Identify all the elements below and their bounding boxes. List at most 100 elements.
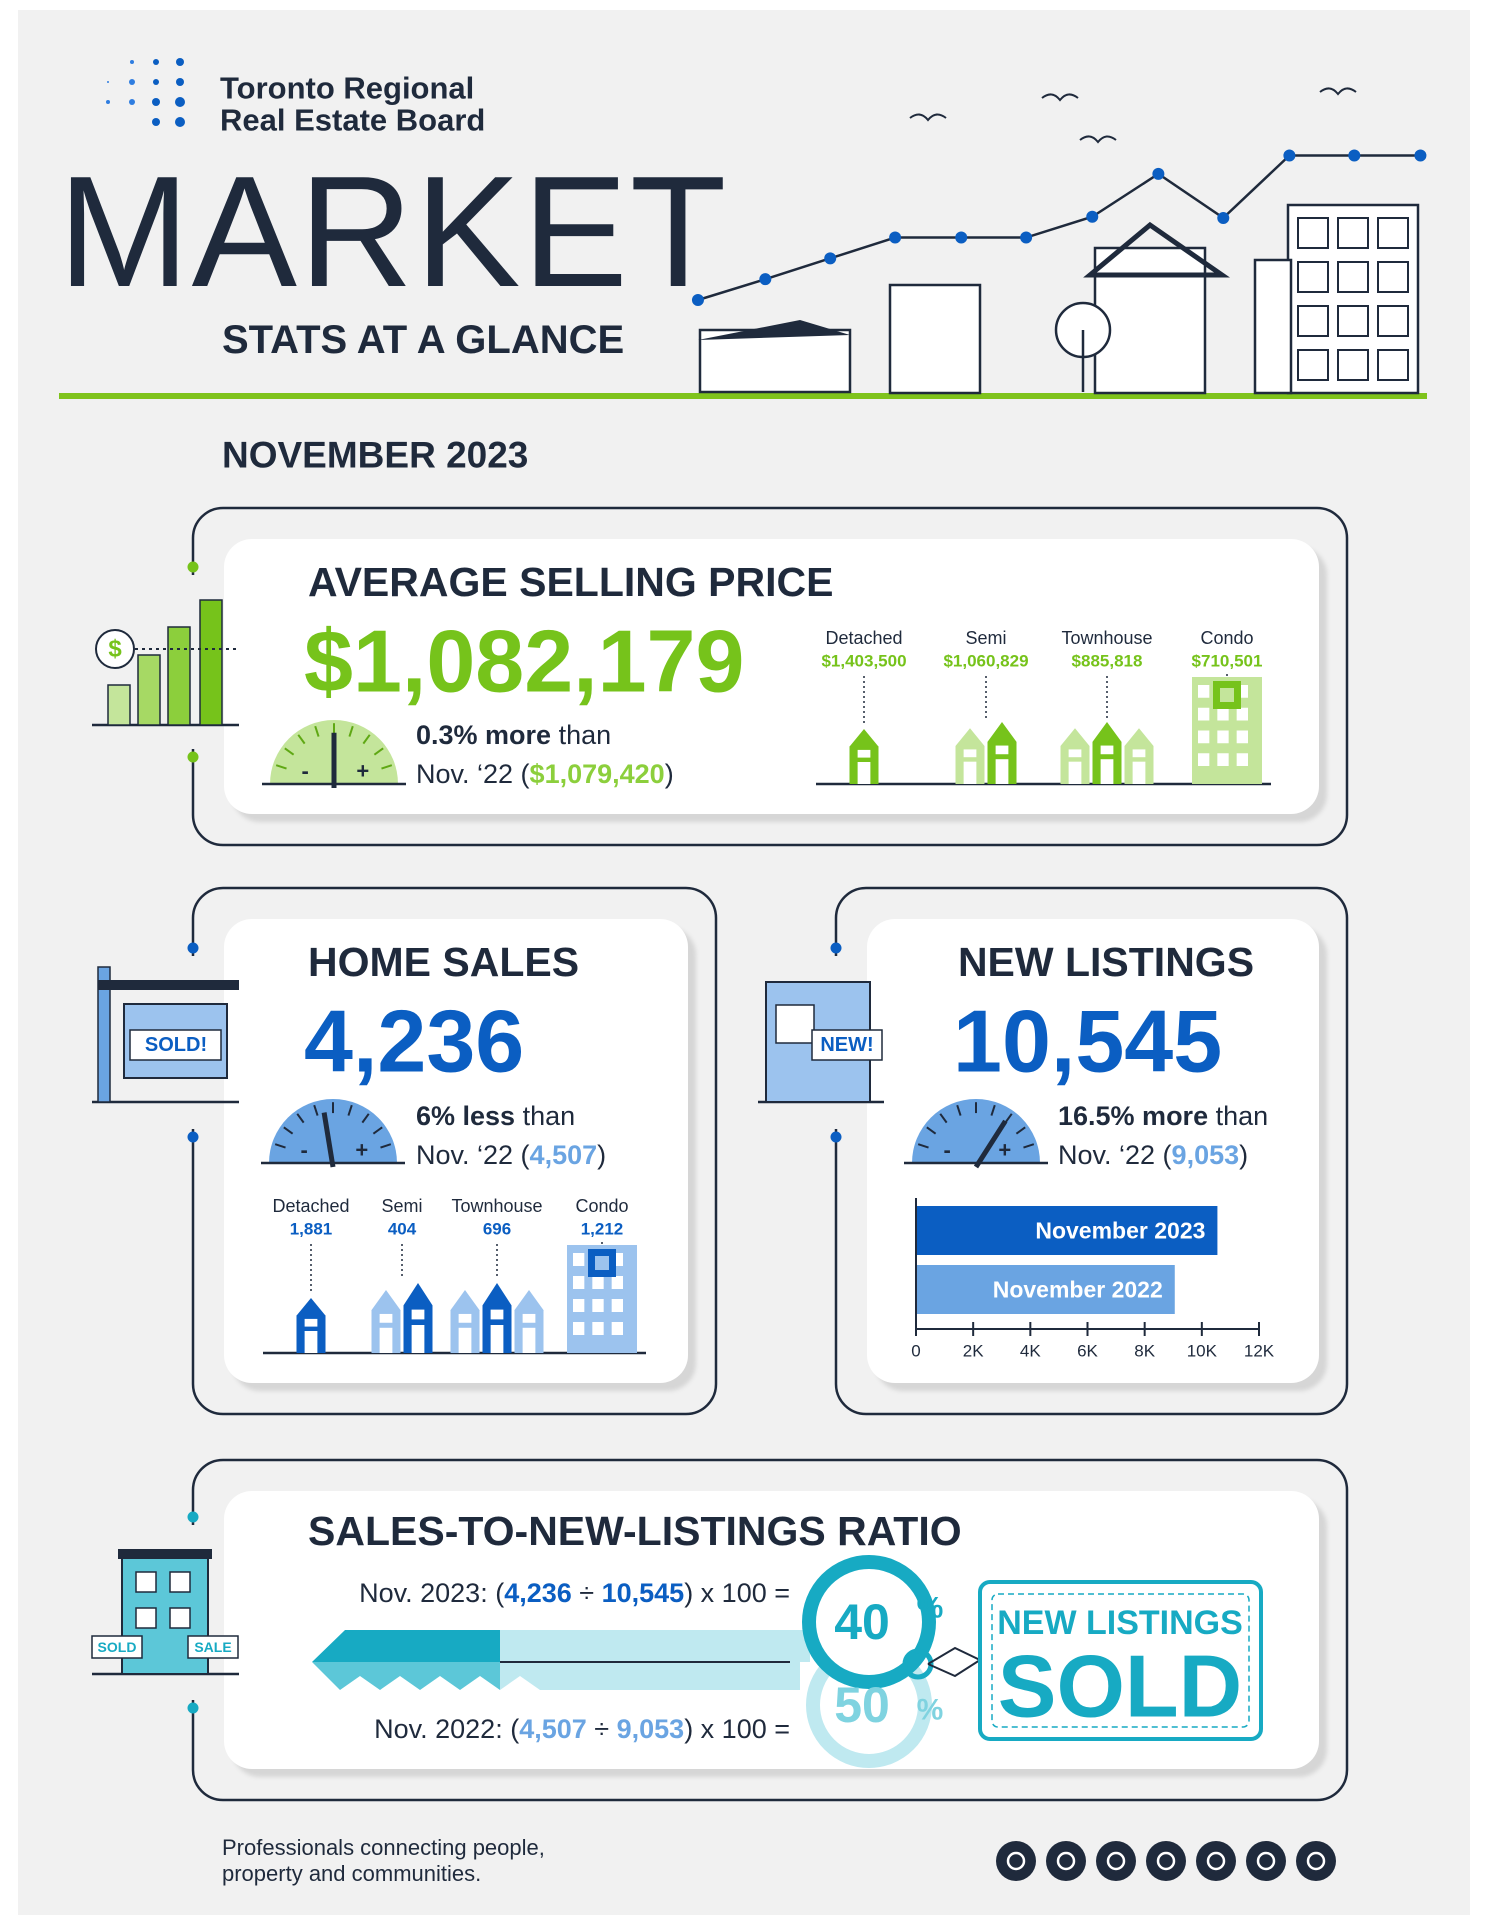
card-dot xyxy=(188,1132,199,1143)
window xyxy=(1378,306,1408,336)
footer-line: Professionals connecting people, xyxy=(222,1835,545,1860)
logo-dot xyxy=(153,79,159,85)
house-door xyxy=(380,1328,393,1353)
category-label: Detached xyxy=(825,628,902,648)
condo-window xyxy=(573,1322,584,1335)
house-window xyxy=(1133,749,1146,757)
x-tick-label: 4K xyxy=(1020,1342,1041,1361)
logo-dot xyxy=(152,98,160,106)
window xyxy=(1378,262,1408,292)
card-dot xyxy=(188,752,199,763)
skyline-dot xyxy=(955,232,967,244)
building xyxy=(700,330,850,392)
card-title: SALES-TO-NEW-LISTINGS RATIO xyxy=(308,1508,962,1554)
house-window xyxy=(1101,746,1114,755)
icon-sign: SALE xyxy=(194,1639,231,1655)
building xyxy=(1095,248,1205,393)
condo-window xyxy=(1237,708,1248,721)
house-door xyxy=(996,759,1009,784)
house-door xyxy=(523,1328,536,1353)
compare-prefix: Nov. ‘22 ( xyxy=(416,759,530,789)
window xyxy=(1338,218,1368,248)
pct-2023: 40 xyxy=(834,1594,890,1650)
category-value: $885,818 xyxy=(1072,652,1143,671)
x-tick-label: 2K xyxy=(963,1342,984,1361)
period: NOVEMBER 2023 xyxy=(222,435,528,476)
icon-sign: SOLD xyxy=(98,1639,137,1655)
logo-dot xyxy=(153,59,159,65)
social-icon xyxy=(1146,1841,1186,1881)
condo-window xyxy=(592,1322,603,1335)
skyline-dot xyxy=(1283,150,1295,162)
pct-sign: % xyxy=(917,1694,944,1727)
category-value: 1,212 xyxy=(581,1220,624,1239)
card-dot xyxy=(188,943,199,954)
compare-prefix: Nov. ‘22 ( xyxy=(1058,1140,1172,1170)
condo-window xyxy=(1217,708,1228,721)
title: MARKET xyxy=(58,144,728,320)
x-tick-label: 10K xyxy=(1187,1342,1218,1361)
page-body: Toronto RegionalReal Estate BoardMARKETS… xyxy=(0,0,1489,1923)
footer-text: Professionals connecting people,property… xyxy=(222,1835,545,1887)
house-window xyxy=(858,750,871,758)
logo-dot xyxy=(130,60,134,64)
house-window xyxy=(996,746,1009,755)
logo-dot xyxy=(176,78,184,86)
key-dark xyxy=(312,1630,500,1662)
window xyxy=(1338,262,1368,292)
condo-window xyxy=(573,1276,584,1289)
house-window xyxy=(1069,749,1082,757)
condo-window xyxy=(1198,753,1209,766)
skyline-dot xyxy=(1086,211,1098,223)
house-window xyxy=(523,1314,536,1323)
category-label: Townhouse xyxy=(451,1196,542,1216)
category-value: $1,060,829 xyxy=(943,652,1028,671)
category-label: Townhouse xyxy=(1061,628,1152,648)
tag-bottom: SOLD xyxy=(998,1637,1242,1736)
key-light xyxy=(500,1630,810,1662)
ratio-listings: 9,053 xyxy=(617,1714,685,1744)
compare-value: 4,507 xyxy=(530,1140,598,1170)
logo-dot xyxy=(106,100,110,104)
window xyxy=(1298,350,1328,380)
skyline-dot xyxy=(759,273,771,285)
listings-compare: Nov. ‘22 (9,053) xyxy=(1058,1139,1248,1171)
compare-value: 9,053 xyxy=(1172,1140,1240,1170)
ratio-text: Nov. 2023: ( xyxy=(359,1578,504,1608)
logo-dot xyxy=(107,81,109,83)
change-suffix: than xyxy=(559,720,612,750)
card-title: AVERAGE SELLING PRICE xyxy=(308,559,833,605)
change: 6% less xyxy=(416,1101,515,1131)
ratio-text: ÷ xyxy=(572,1578,602,1608)
card-value: 4,236 xyxy=(304,992,524,1091)
social-icon xyxy=(1196,1841,1236,1881)
compare-suffix: ) xyxy=(597,1140,606,1170)
footer-line: property and communities. xyxy=(222,1861,481,1886)
house-window xyxy=(380,1314,393,1323)
price-change: 0.3% more than xyxy=(416,719,611,751)
change: 16.5% more xyxy=(1058,1101,1208,1131)
house-door xyxy=(1069,762,1082,784)
logo-dot xyxy=(175,97,185,107)
house-door xyxy=(459,1328,472,1353)
house-door xyxy=(412,1325,425,1353)
bar-label: November 2023 xyxy=(1035,1218,1205,1244)
skyline-dot xyxy=(1348,150,1360,162)
condo-window xyxy=(612,1322,623,1335)
category-label: Condo xyxy=(575,1196,628,1216)
window xyxy=(170,1572,190,1592)
window xyxy=(1338,350,1368,380)
infographic: Toronto RegionalReal Estate BoardMARKETS… xyxy=(0,0,1489,1923)
house-window xyxy=(491,1310,504,1320)
window xyxy=(170,1608,190,1628)
category-label: Semi xyxy=(965,628,1006,648)
logo-dot xyxy=(176,58,184,66)
category-value: 404 xyxy=(388,1220,417,1239)
compare-prefix: Nov. ‘22 ( xyxy=(416,1140,530,1170)
condo-accent-window xyxy=(595,1256,609,1270)
house-window xyxy=(964,749,977,757)
icon-sign: $ xyxy=(108,636,122,663)
sign-bar xyxy=(98,980,239,990)
change-suffix: than xyxy=(523,1101,576,1131)
house-door xyxy=(858,762,871,784)
